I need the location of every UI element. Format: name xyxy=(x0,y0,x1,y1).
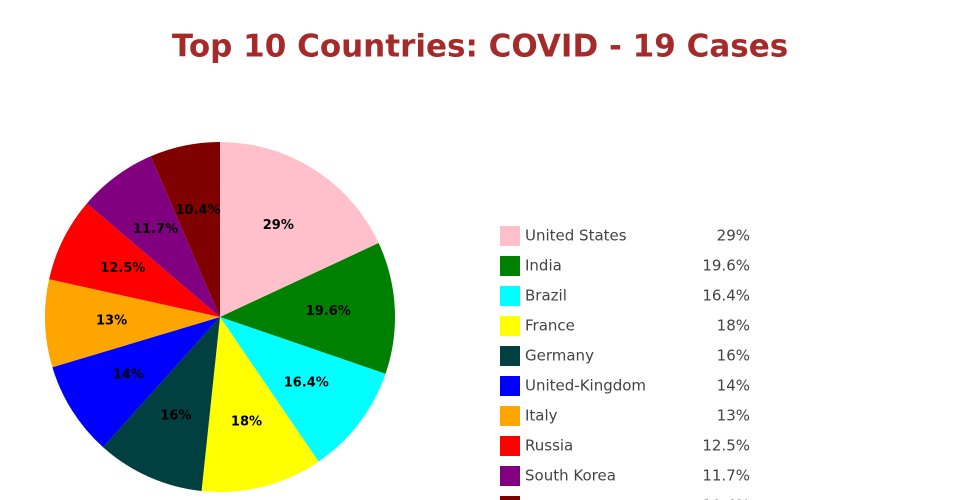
legend-value: 10.4% xyxy=(702,497,750,500)
pie-slice xyxy=(49,203,220,317)
slice-label: 16% xyxy=(160,409,191,424)
slice-label: 16.4% xyxy=(284,375,329,390)
legend-label: United States xyxy=(525,227,627,245)
legend-label: Germany xyxy=(525,347,594,365)
legend-value: 11.7% xyxy=(702,467,750,485)
legend-swatch xyxy=(500,256,520,276)
legend-label: Brazil xyxy=(525,287,567,305)
legend-label: United-Kingdom xyxy=(525,377,646,395)
legend-swatch xyxy=(500,436,520,456)
slice-label: 10.4% xyxy=(176,203,221,218)
slice-label: 18% xyxy=(231,415,262,430)
legend-label: France xyxy=(525,317,575,335)
legend-value: 29% xyxy=(717,227,750,245)
pie-slice xyxy=(220,142,379,317)
pie-slice xyxy=(220,317,386,462)
legend-label: Russia xyxy=(525,437,573,455)
legend-label: Italy xyxy=(525,407,558,425)
slice-label: 11.7% xyxy=(133,222,178,237)
chart-title: Top 10 Countries: COVID - 19 Cases xyxy=(172,29,788,65)
legend-label: India xyxy=(525,257,562,275)
slice-label: 29% xyxy=(263,218,294,233)
legend-value: 19.6% xyxy=(702,257,750,275)
legend-swatch xyxy=(500,496,520,500)
legend-value: 16.4% xyxy=(702,287,750,305)
legend-value: 18% xyxy=(717,317,750,335)
legend-swatch xyxy=(500,466,520,486)
pie-slice xyxy=(52,317,221,448)
legend-value: 13% xyxy=(717,407,750,425)
pie-slice xyxy=(150,142,220,317)
legend-swatch xyxy=(500,286,520,306)
legend-swatch xyxy=(500,226,520,246)
pie-slice xyxy=(86,156,221,317)
pie-slice xyxy=(103,317,220,492)
legend-swatch xyxy=(500,346,520,366)
pie-slice xyxy=(45,279,220,368)
slice-label: 14% xyxy=(113,368,144,383)
slice-label: 12.5% xyxy=(100,261,145,276)
pie-slice xyxy=(220,243,395,374)
legend-value: 12.5% xyxy=(702,437,750,455)
legend-value: 14% xyxy=(717,377,750,395)
legend-swatch xyxy=(500,316,520,336)
pie-slice xyxy=(201,317,319,492)
legend-swatch xyxy=(500,406,520,426)
legend-swatch xyxy=(500,376,520,396)
slice-label: 19.6% xyxy=(306,304,351,319)
legend-value: 16% xyxy=(717,347,750,365)
slice-label: 13% xyxy=(96,314,127,329)
legend-label: South Korea xyxy=(525,467,616,485)
